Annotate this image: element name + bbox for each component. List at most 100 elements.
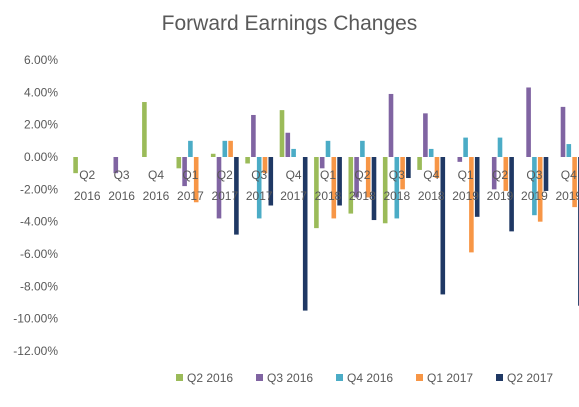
bar xyxy=(73,157,78,174)
y-tick-label: -10.00% xyxy=(13,312,58,326)
bar xyxy=(440,157,446,295)
x-category-year-label: 2018 xyxy=(418,189,445,203)
bar xyxy=(337,157,342,206)
legend-swatch xyxy=(496,374,503,381)
y-tick-label: 6.00% xyxy=(24,53,58,67)
bar xyxy=(319,157,325,169)
y-tick-label: -2.00% xyxy=(20,182,58,196)
bar xyxy=(532,157,537,216)
x-category-quarter-label: Q1 xyxy=(182,168,198,182)
x-category-year-label: 2017 xyxy=(280,189,307,203)
bar xyxy=(388,93,394,157)
bar xyxy=(560,106,566,157)
x-category-year-label: 2018 xyxy=(315,189,342,203)
x-category-quarter-label: Q4 xyxy=(286,168,302,182)
bar xyxy=(291,148,296,157)
y-tick-label: 4.00% xyxy=(24,85,58,99)
bar xyxy=(371,157,377,221)
bar xyxy=(262,157,268,174)
bar xyxy=(503,157,509,191)
x-category-year-label: 2016 xyxy=(143,189,170,203)
bar xyxy=(228,140,233,157)
bar xyxy=(348,157,354,214)
bar xyxy=(331,157,337,219)
bar xyxy=(113,157,119,174)
y-tick-label: -12.00% xyxy=(13,344,58,358)
bar xyxy=(406,157,411,179)
bar xyxy=(193,157,199,203)
bar xyxy=(279,110,285,157)
x-category-year-label: 2018 xyxy=(349,189,376,203)
bar xyxy=(537,157,543,222)
bar xyxy=(394,157,400,219)
bar xyxy=(182,157,187,187)
legend-label: Q3 2016 xyxy=(267,371,313,385)
x-category-quarter-label: Q2 xyxy=(492,168,508,182)
x-category-year-label: 2017 xyxy=(177,189,204,203)
x-category-year-label: 2016 xyxy=(108,189,135,203)
x-category-year-label: 2019 xyxy=(452,189,479,203)
bar xyxy=(256,157,262,219)
x-category-quarter-label: Q1 xyxy=(320,168,336,182)
bar xyxy=(360,140,365,157)
bar xyxy=(382,157,388,224)
legend-swatch xyxy=(176,374,183,381)
x-category-year-label: 2017 xyxy=(211,189,238,203)
bar xyxy=(417,157,422,170)
legend: Q2 2016 Q3 2016 Q4 2016 Q1 2017 Q2 2017 xyxy=(176,371,553,385)
x-category-quarter-label: Q3 xyxy=(251,168,267,182)
bar xyxy=(526,87,531,157)
bar xyxy=(268,157,274,206)
x-category-quarter-label: Q2 xyxy=(354,168,370,182)
y-tick-label: -6.00% xyxy=(20,247,58,261)
bar xyxy=(354,157,359,198)
x-category-quarter-label: Q3 xyxy=(389,168,405,182)
bar xyxy=(188,140,193,157)
category-labels: Q2 2016 Q3 2016 Q4 2016 Q1 2017 Q2 2017 Q3 2017 Q4 20… xyxy=(74,168,579,203)
bar xyxy=(251,114,256,157)
bar xyxy=(400,157,405,190)
bar xyxy=(423,113,428,157)
legend-swatch xyxy=(336,374,343,381)
x-category-quarter-label: Q2 xyxy=(217,168,233,182)
bar xyxy=(543,157,549,191)
y-tick-label: -8.00% xyxy=(20,279,58,293)
bar xyxy=(302,157,308,311)
bar xyxy=(463,137,468,157)
legend-label: Q1 2017 xyxy=(427,371,473,385)
x-category-year-label: 2019 xyxy=(521,189,548,203)
x-category-quarter-label: Q3 xyxy=(114,168,130,182)
x-category-quarter-label: Q1 xyxy=(458,168,474,182)
bar xyxy=(428,148,434,157)
bar xyxy=(234,157,239,235)
bar xyxy=(176,157,182,169)
bar xyxy=(566,144,572,157)
legend-label: Q4 2016 xyxy=(347,371,393,385)
x-category-quarter-label: Q4 xyxy=(423,168,439,182)
x-category-quarter-label: Q2 xyxy=(79,168,95,182)
bar xyxy=(434,157,440,179)
legend-swatch xyxy=(256,374,263,381)
bars xyxy=(73,87,579,311)
legend-swatch xyxy=(416,374,423,381)
legend-label: Q2 2017 xyxy=(507,371,553,385)
bar xyxy=(222,140,228,157)
x-category-year-label: 2017 xyxy=(246,189,273,203)
bar xyxy=(216,157,222,219)
x-category-year-label: 2018 xyxy=(383,189,410,203)
x-category-year-label: 2019 xyxy=(555,189,579,203)
x-category-year-label: 2019 xyxy=(487,189,514,203)
legend-label: Q2 2016 xyxy=(187,371,233,385)
y-tick-label: -4.00% xyxy=(20,215,58,229)
chart-title: Forward Earnings Changes xyxy=(161,12,418,35)
bar xyxy=(325,140,331,157)
bar xyxy=(572,157,577,208)
bar xyxy=(469,157,474,253)
x-category-quarter-label: Q3 xyxy=(526,168,542,182)
bar xyxy=(457,157,463,162)
bar xyxy=(509,157,514,232)
bar xyxy=(314,157,319,229)
bar xyxy=(474,157,480,217)
